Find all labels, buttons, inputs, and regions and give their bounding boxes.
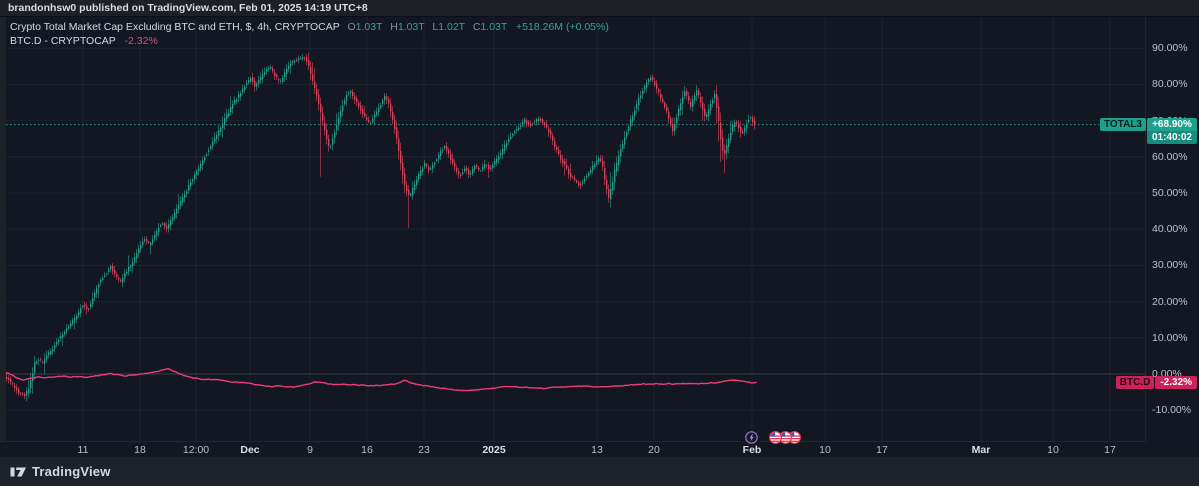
time-axis-label: 13 [591, 444, 603, 456]
time-axis-label: 10 [1047, 444, 1059, 456]
publish-bar: brandonhsw0 published on TradingView.com… [0, 0, 1199, 17]
total3-price-tag: TOTAL3 +68.90% 01:40:02 [1100, 118, 1197, 145]
time-axis-label: 10 [819, 444, 831, 456]
footer-bar: TradingView [0, 457, 1199, 486]
time-axis-label: 17 [1104, 444, 1116, 456]
time-axis-label: 16 [361, 444, 373, 456]
ohlc-open-value: 1.03T [355, 21, 383, 33]
legend-compare-series-row: BTC.D - CRYPTOCAP -2.32% [10, 35, 609, 48]
ohlc-close-value: 1.03T [480, 21, 508, 33]
time-axis-label: Feb [742, 444, 762, 456]
btcd-price-tag: BTC.D -2.32% [1115, 375, 1197, 389]
tradingview-logo-icon [10, 467, 26, 476]
main-series-title: Crypto Total Market Cap Excluding BTC an… [10, 21, 340, 33]
ohlc-high-value: 1.03T [397, 21, 425, 33]
price-chart-canvas[interactable] [0, 17, 1199, 441]
economic-event-flags [768, 430, 802, 444]
event-markers [745, 430, 802, 444]
ohlc-open-key: O [347, 21, 356, 33]
time-axis-label: 11 [77, 444, 89, 456]
chart-legend: Crypto Total Market Cap Excluding BTC an… [10, 21, 609, 48]
tradingview-brand-link[interactable]: TradingView [10, 464, 111, 479]
tradingview-brand-label: TradingView [32, 464, 111, 479]
ohlc-high-key: H [390, 21, 398, 33]
total3-bar-countdown: 01:40:02 [1146, 131, 1197, 145]
time-axis-label: 17 [876, 444, 888, 456]
flash-event-icon[interactable] [745, 430, 758, 444]
time-axis-label: 23 [418, 444, 430, 456]
btcd-symbol-chip: BTC.D [1115, 375, 1155, 389]
time-axis-label: 2025 [482, 444, 506, 456]
time-axis-label: 20 [648, 444, 660, 456]
us-flag-event-icon[interactable] [768, 430, 783, 444]
total3-change-value: +68.90% [1146, 118, 1197, 132]
main-series-change: +518.26M (+0.05%) [516, 21, 609, 33]
time-axis-label: 9 [307, 444, 313, 456]
time-axis-separator [0, 441, 1145, 442]
compare-series-title: BTC.D - CRYPTOCAP [10, 34, 116, 47]
ohlc-low-key: L [432, 21, 439, 33]
total3-value-stack: +68.90% 01:40:02 [1146, 118, 1197, 145]
total3-symbol-chip: TOTAL3 [1100, 118, 1146, 132]
price-axis-separator [1145, 17, 1146, 441]
compare-series-change: -2.32% [124, 34, 158, 47]
time-axis-label: 12:00 [182, 444, 210, 456]
chart-left-gutter [0, 17, 6, 441]
publish-text: brandonhsw0 published on TradingView.com… [8, 2, 368, 14]
legend-main-series-row: Crypto Total Market Cap Excluding BTC an… [10, 21, 609, 34]
time-axis-label: Dec [240, 444, 260, 456]
btcd-change-value: -2.32% [1155, 375, 1197, 389]
time-axis-label: Mar [971, 444, 991, 456]
ohlc-low-value: 1.02T [438, 21, 465, 33]
time-axis-label: 18 [134, 444, 146, 456]
ohlc-close-key: C [472, 21, 481, 33]
